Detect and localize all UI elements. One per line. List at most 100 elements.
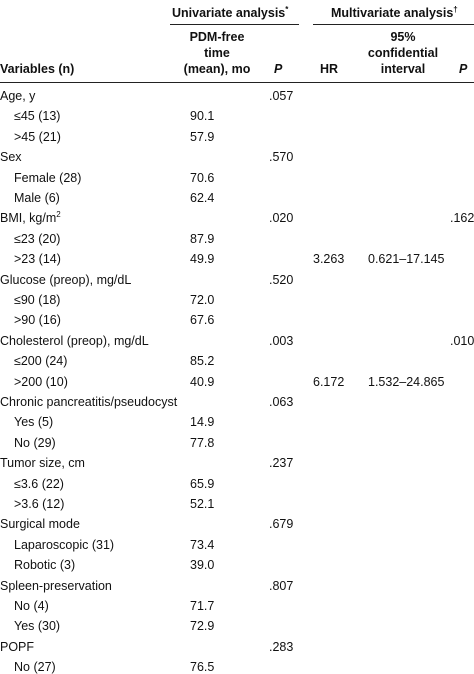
row-label-text: Yes (5) [14, 415, 54, 429]
hr-header: HR [320, 62, 339, 76]
row-label: Sex [0, 150, 22, 164]
row-label: >45 (21) [14, 130, 61, 144]
row-label: Glucose (preop), mg/dL [0, 273, 131, 287]
row-label: No (27) [14, 660, 56, 674]
row-label: Female (28) [14, 171, 81, 185]
row-label: Tumor size, cm [0, 456, 85, 470]
row-label-superscript: 2 [56, 209, 61, 219]
hr-cell: 3.263 [313, 252, 345, 266]
variables-header: Variables (n) [0, 62, 75, 76]
p2-header: P [459, 62, 468, 76]
ci-header-line3: interval [380, 62, 426, 76]
pdm-free-time-cell: 14.9 [190, 415, 215, 429]
row-label-text: ≤45 (13) [14, 109, 61, 123]
ci-header-line1: 95% [390, 30, 416, 44]
row-label-text: Male (6) [14, 191, 60, 205]
row-label: >90 (16) [14, 313, 61, 327]
row-label-text: ≤3.6 (22) [14, 477, 64, 491]
pdm-free-time-cell: 77.8 [190, 436, 215, 450]
pdm-free-time-cell: 52.1 [190, 497, 215, 511]
pdm-free-time-cell: 73.4 [190, 538, 215, 552]
row-label-text: Yes (30) [14, 619, 61, 633]
multivariate-footnote-mark: † [453, 4, 458, 14]
univariate-footnote-mark: * [285, 4, 289, 14]
row-label: POPF [0, 640, 34, 654]
row-label-text: Robotic (3) [14, 558, 76, 572]
pdm-free-time-cell: 65.9 [190, 477, 215, 491]
pdm-free-time-cell: 40.9 [190, 375, 215, 389]
pdm-header-line3: (mean), mo [183, 62, 251, 76]
row-label-text: BMI, kg/m [0, 211, 57, 225]
row-label: No (29) [14, 436, 56, 450]
pdm-free-time-cell: 90.1 [190, 109, 215, 123]
row-label: Cholesterol (preop), mg/dL [0, 334, 149, 348]
univariate-p-cell: .063 [269, 395, 294, 409]
hr-cell: 6.172 [313, 375, 345, 389]
row-label-text: ≤90 (18) [14, 293, 61, 307]
univariate-p-cell: .020 [269, 211, 294, 225]
row-label-text: No (29) [14, 436, 56, 450]
univariate-underline [170, 24, 299, 25]
pdm-free-time-cell: 70.6 [190, 171, 215, 185]
univariate-p-cell: .679 [269, 517, 294, 531]
row-label: ≤23 (20) [14, 232, 60, 246]
row-label: Chronic pancreatitis/pseudocyst [0, 395, 177, 409]
row-label: ≤200 (24) [14, 354, 67, 368]
pdm-free-time-cell: 39.0 [190, 558, 215, 572]
row-label-text: Tumor size, cm [0, 456, 85, 470]
row-label-text: Laparoscopic (31) [14, 538, 115, 552]
row-label: Spleen-preservation [0, 579, 112, 593]
row-label: BMI, kg/m2 [0, 209, 61, 225]
row-label: Laparoscopic (31) [14, 538, 114, 552]
row-label-text: >45 (21) [14, 130, 61, 144]
row-label-text: Cholesterol (preop), mg/dL [0, 334, 149, 348]
pdm-free-time-cell: 67.6 [190, 313, 215, 327]
row-label: Robotic (3) [14, 558, 75, 572]
pdm-free-time-cell: 72.9 [190, 619, 215, 633]
ci-header: 95% confidential interval [358, 30, 448, 78]
row-label: ≤3.6 (22) [14, 477, 64, 491]
row-label: Surgical mode [0, 517, 80, 531]
pdm-free-time-cell: 57.9 [190, 130, 215, 144]
pdm-free-time-cell: 62.4 [190, 191, 215, 205]
pdm-header-line1: PDM-free [189, 30, 245, 44]
univariate-p-cell: .807 [269, 579, 294, 593]
pdm-free-time-cell: 87.9 [190, 232, 215, 246]
row-label: Yes (5) [14, 415, 53, 429]
univariate-p-cell: .003 [269, 334, 294, 348]
row-label: ≤90 (18) [14, 293, 60, 307]
univariate-p-cell: .237 [269, 456, 294, 470]
row-label: >200 (10) [14, 375, 68, 389]
results-table: Univariate analysis* Multivariate analys… [0, 4, 474, 674]
header-bottom-rule [0, 82, 474, 83]
row-label: >3.6 (12) [14, 497, 64, 511]
row-label: ≤45 (13) [14, 109, 60, 123]
pdm-free-time-cell: 71.7 [190, 599, 215, 613]
row-label-text: >3.6 (12) [14, 497, 65, 511]
p-header: P [274, 62, 283, 76]
row-label-text: ≤200 (24) [14, 354, 68, 368]
row-label-text: POPF [0, 640, 35, 654]
pdm-free-time-cell: 49.9 [190, 252, 215, 266]
univariate-p-cell: .570 [269, 150, 294, 164]
pdm-header-line2: time [204, 46, 230, 60]
pdm-header: PDM-free time (mean), mo [176, 30, 258, 78]
row-label-text: Glucose (preop), mg/dL [0, 273, 132, 287]
row-label-text: Sex [0, 150, 22, 164]
univariate-p-cell: .283 [269, 640, 294, 654]
multivariate-header-text: Multivariate analysis [331, 6, 454, 20]
row-label: No (4) [14, 599, 49, 613]
multivariate-p-cell: .162 [450, 211, 474, 225]
multivariate-underline [313, 24, 474, 25]
row-label-text: Surgical mode [0, 517, 80, 531]
row-label-text: >200 (10) [14, 375, 68, 389]
row-label-text: >23 (14) [14, 252, 61, 266]
row-label-text: Female (28) [14, 171, 82, 185]
univariate-p-cell: .520 [269, 273, 294, 287]
row-label: Yes (30) [14, 619, 60, 633]
pdm-free-time-cell: 72.0 [190, 293, 215, 307]
row-label-text: No (4) [14, 599, 49, 613]
ci-cell: 1.532–24.865 [368, 375, 445, 389]
pdm-free-time-cell: 85.2 [190, 354, 215, 368]
row-label: Age, y [0, 89, 35, 103]
